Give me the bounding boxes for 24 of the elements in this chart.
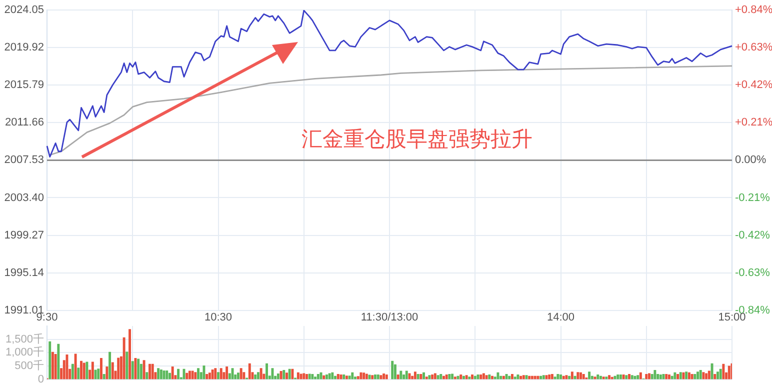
y-tick-label: 2003.40 xyxy=(4,192,44,204)
x-tick-label: 11:30/13:00 xyxy=(360,311,418,324)
y2-tick-label: 0.00% xyxy=(735,154,766,166)
y2-tick-label: +0.84% xyxy=(735,4,772,16)
y2-tick-label: +0.21% xyxy=(735,116,772,129)
y2-tick-label: -0.63% xyxy=(735,266,770,279)
y-tick-label: 2024.05 xyxy=(4,4,44,16)
y-tick-label: 2015.79 xyxy=(4,79,44,92)
y-tick-label: 2011.66 xyxy=(5,116,44,129)
y-tick-label: 1995.14 xyxy=(4,266,44,279)
x-tick-label: 10:30 xyxy=(204,311,232,324)
y-tick-label: 1999.27 xyxy=(4,229,44,242)
y3-tick-label: 1,000千 xyxy=(5,346,44,359)
y2-tick-label: -0.21% xyxy=(735,192,770,204)
annotation: 汇金重仓股早盘强势拉升 xyxy=(301,127,532,152)
y3-tick-label: 1,500千 xyxy=(5,332,44,346)
y2-tick-label: -0.42% xyxy=(735,229,770,242)
y-tick-label: 2007.53 xyxy=(4,154,44,166)
y2-tick-label: +0.42% xyxy=(735,79,772,92)
x-tick-label: 14:00 xyxy=(546,311,575,324)
y-tick-label: 2019.92 xyxy=(4,42,44,54)
y2-tick-label: +0.63% xyxy=(735,42,772,54)
y3-tick-label: 0 xyxy=(38,373,44,386)
y3-tick-label: 500千 xyxy=(14,359,44,372)
